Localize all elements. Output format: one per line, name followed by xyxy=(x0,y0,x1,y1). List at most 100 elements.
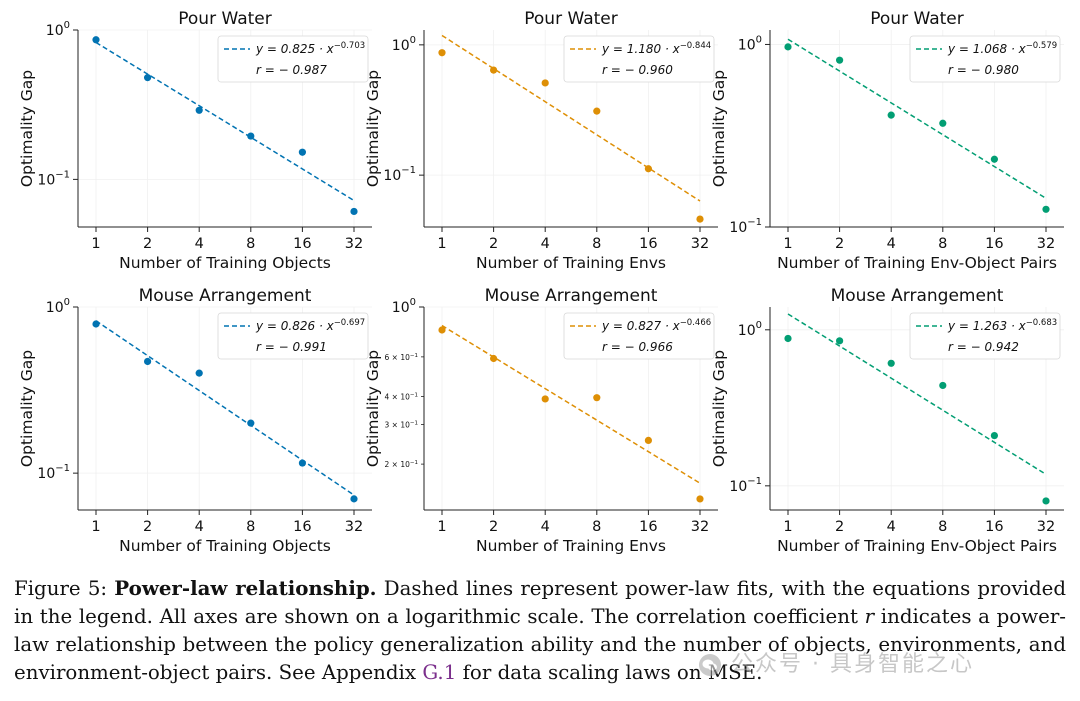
data-point xyxy=(92,36,100,44)
data-point xyxy=(1042,497,1050,505)
legend-equation: y = 0.825 · x−0.703 xyxy=(255,41,365,56)
data-point xyxy=(644,165,653,173)
x-tick-label: 4 xyxy=(195,236,204,252)
x-axis-label: Number of Training Envs xyxy=(476,537,666,555)
fit-line xyxy=(95,320,355,496)
data-point xyxy=(696,495,704,503)
y-axis-label: Optimality Gap xyxy=(364,70,382,187)
data-point xyxy=(541,395,549,403)
data-point xyxy=(939,119,947,127)
data-point xyxy=(887,359,895,367)
x-tick-label: 8 xyxy=(246,519,255,535)
x-tick-label: 4 xyxy=(887,236,896,252)
data-point xyxy=(593,107,601,115)
figure-panels: Pour Water 1 2 4 8 16 32 Number of Training Obj… xyxy=(18,9,1064,555)
legend-box xyxy=(217,35,369,83)
x-tick-label: 8 xyxy=(246,236,255,252)
x-tick-label: 16 xyxy=(293,236,311,252)
legend-r-value: r = − 0.980 xyxy=(948,63,1019,77)
y-minor-tick-label: 4 × 10−1 xyxy=(385,392,418,401)
y-tick-label: 100 xyxy=(46,297,70,316)
y-tick-label: 100 xyxy=(738,34,762,53)
caption-label: Figure 5: xyxy=(14,577,115,600)
x-tick-label: 32 xyxy=(1037,519,1055,535)
data-point xyxy=(247,132,255,140)
fit-line xyxy=(441,324,701,484)
chart-title: Mouse Arrangement xyxy=(485,286,658,306)
legend-r-value: r = − 0.942 xyxy=(948,340,1019,354)
legend-r-value: r = − 0.966 xyxy=(602,340,673,354)
x-tick-label: 8 xyxy=(592,236,601,252)
wechat-icon xyxy=(699,654,721,676)
data-point xyxy=(195,369,203,377)
legend-box xyxy=(563,35,715,83)
x-axis-label: Number of Training Objects xyxy=(119,537,331,555)
data-point xyxy=(990,431,999,440)
y-tick-label: 100 xyxy=(392,35,416,54)
data-point xyxy=(144,74,152,82)
x-tick-label: 1 xyxy=(437,519,446,535)
x-tick-label: 32 xyxy=(345,236,363,252)
y-tick-label: 100 xyxy=(738,320,762,339)
x-tick-label: 1 xyxy=(783,519,792,535)
legend-box xyxy=(563,312,715,360)
x-tick-label: 1 xyxy=(437,236,446,252)
x-tick-label: 4 xyxy=(195,519,204,535)
y-minor-tick-label: 6 × 10−1 xyxy=(385,353,418,362)
x-tick-label: 16 xyxy=(985,519,1003,535)
caption-text-3: for data scaling laws on MSE. xyxy=(456,661,763,684)
y-axis-label: Optimality Gap xyxy=(364,350,382,467)
legend-r-value: r = − 0.960 xyxy=(602,63,673,77)
chart-title: Mouse Arrangement xyxy=(139,286,312,306)
chart-panel-5: Mouse Arrangement 1 2 4 8 16 32 Number of Train… xyxy=(364,286,718,555)
x-tick-label: 1 xyxy=(91,236,100,252)
x-tick-label: 2 xyxy=(143,236,152,252)
x-tick-label: 16 xyxy=(639,519,657,535)
data-point xyxy=(92,320,100,328)
x-tick-label: 8 xyxy=(938,236,947,252)
x-tick-label: 32 xyxy=(691,519,709,535)
data-point xyxy=(784,334,792,343)
data-point xyxy=(696,215,704,223)
x-tick-label: 2 xyxy=(143,519,152,535)
legend-box xyxy=(217,312,369,360)
data-point xyxy=(298,459,306,467)
watermark-text: 公众号 · 具身智能之心 xyxy=(731,652,974,677)
data-point xyxy=(644,436,653,445)
x-tick-label: 2 xyxy=(489,236,498,252)
legend-equation: y = 1.068 · x−0.579 xyxy=(947,41,1057,56)
fit-line xyxy=(787,38,1047,199)
legend-equation: y = 0.827 · x−0.466 xyxy=(601,318,711,333)
chart-title: Pour Water xyxy=(524,9,617,29)
y-minor-tick-label: 3 × 10−1 xyxy=(385,421,418,430)
legend-r-value: r = − 0.991 xyxy=(256,340,327,354)
legend-r-value: r = − 0.987 xyxy=(256,63,327,77)
data-point xyxy=(490,354,498,363)
y-minor-tick-label: 2 × 10−1 xyxy=(385,460,418,469)
chart-panel-2: Pour Water 1 2 4 8 16 32 Number of Training Env… xyxy=(364,9,718,272)
x-tick-label: 1 xyxy=(783,236,792,252)
chart-title: Pour Water xyxy=(870,9,963,29)
data-point xyxy=(490,66,498,74)
x-tick-label: 32 xyxy=(691,236,709,252)
figure-caption: Figure 5: Power-law relationship. Dashed… xyxy=(14,574,1066,687)
data-point xyxy=(298,148,306,156)
caption-text-2: indicates a power-law relationship betwe… xyxy=(14,605,1066,684)
x-tick-label: 4 xyxy=(541,519,550,535)
chart-panel-1: Pour Water 1 2 4 8 16 32 Number of Training Obj… xyxy=(18,9,372,272)
data-point xyxy=(593,394,601,402)
data-point xyxy=(350,495,358,503)
y-axis-label: Optimality Gap xyxy=(18,350,36,467)
fit-line xyxy=(441,34,701,202)
legend-equation: y = 1.180 · x−0.844 xyxy=(601,41,711,56)
y-tick-label: 10−1 xyxy=(37,169,70,188)
x-tick-label: 16 xyxy=(639,236,657,252)
chart-title: Mouse Arrangement xyxy=(831,286,1004,306)
y-tick-label: 100 xyxy=(46,20,70,39)
appendix-link[interactable]: G.1 xyxy=(422,661,457,684)
chart-title: Pour Water xyxy=(178,9,271,29)
x-axis-label: Number of Training Env-Object Pairs xyxy=(777,254,1057,272)
watermark: 公众号 · 具身智能之心 xyxy=(698,646,1048,677)
x-tick-label: 16 xyxy=(293,519,311,535)
caption-r-symbol: r xyxy=(864,605,875,628)
